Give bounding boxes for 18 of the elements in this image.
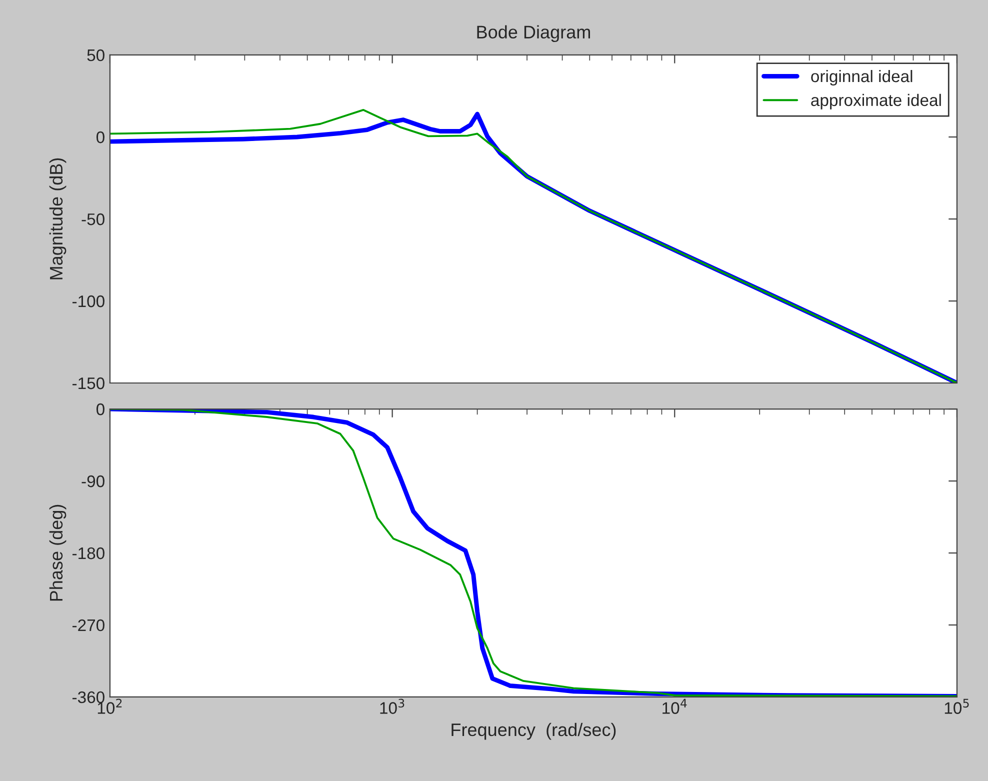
y-tick-label: -150 — [72, 377, 104, 390]
y-tick-label: -50 — [82, 213, 104, 226]
y-tick-label: -100 — [72, 295, 104, 308]
legend-label: originnal ideal — [811, 70, 912, 86]
y-axis-title: Magnitude (dB) — [49, 158, 66, 280]
y-tick-label: -180 — [72, 547, 104, 560]
y-tick-label: 50 — [87, 49, 104, 62]
y-tick-label: 0 — [96, 403, 104, 416]
x-axis-title: Frequency (rad/sec) — [452, 722, 616, 740]
chart-title: Bode Diagram — [477, 25, 590, 42]
x-tick-label: 10$^{4}$ — [662, 698, 687, 714]
y-axis-title: Phase (deg) — [49, 504, 66, 601]
x-tick-label: 10$^{5}$ — [944, 698, 969, 714]
x-tick-label: 10$^{3}$ — [380, 698, 404, 714]
legend-label: approximate ideal — [811, 94, 941, 110]
y-tick-label: -270 — [72, 619, 104, 632]
y-tick-label: 0 — [96, 131, 104, 144]
y-tick-label: -90 — [82, 475, 104, 488]
